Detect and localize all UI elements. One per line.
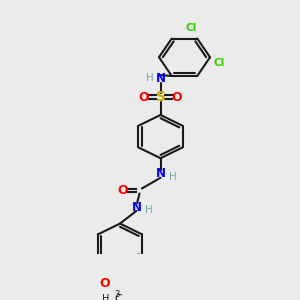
Text: N: N: [155, 167, 166, 181]
Text: C: C: [115, 294, 122, 300]
Text: Cl: Cl: [186, 22, 197, 33]
Text: Cl: Cl: [214, 58, 225, 68]
Text: 3: 3: [115, 290, 120, 299]
Text: H: H: [169, 172, 177, 182]
Text: N: N: [155, 72, 166, 85]
Text: O: O: [99, 277, 110, 290]
Text: N: N: [131, 200, 142, 214]
Text: H: H: [145, 205, 153, 215]
Text: O: O: [139, 91, 149, 104]
Text: H: H: [102, 294, 110, 300]
Text: O: O: [118, 184, 128, 197]
Text: O: O: [172, 91, 182, 104]
Text: H: H: [146, 73, 154, 83]
Text: S: S: [155, 90, 166, 104]
